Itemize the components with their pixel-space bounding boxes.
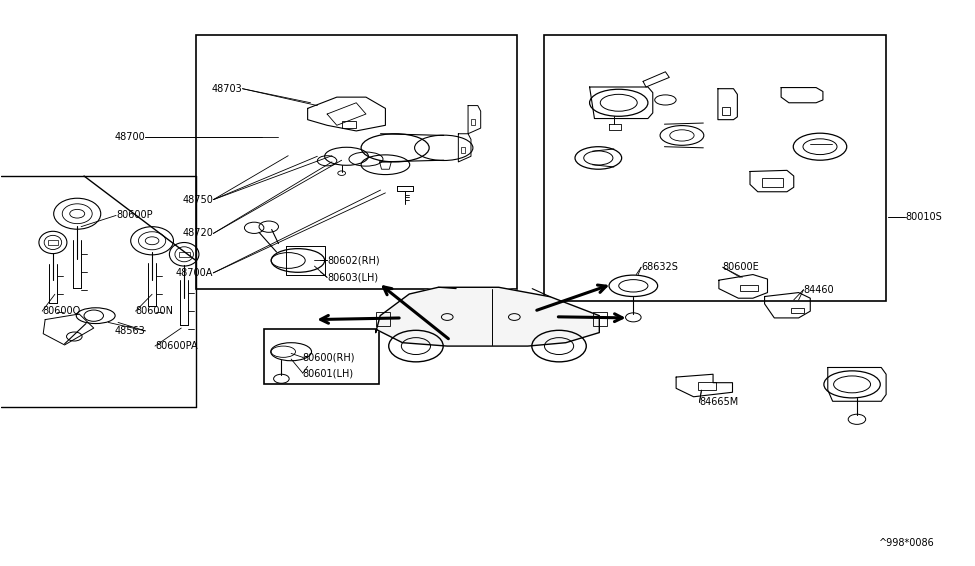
Bar [593, 312, 607, 326]
Text: 48700: 48700 [114, 131, 145, 142]
Text: 48700A: 48700A [176, 268, 214, 278]
Text: 80602(RH): 80602(RH) [327, 255, 379, 265]
Bar [341, 121, 356, 128]
Text: 80600N: 80600N [136, 306, 174, 316]
Text: 48750: 48750 [182, 195, 214, 205]
Text: 68632S: 68632S [642, 262, 678, 272]
Text: 80603(LH): 80603(LH) [327, 272, 378, 282]
Text: 84665M: 84665M [699, 397, 739, 408]
Bar [375, 312, 390, 326]
Bar [740, 285, 758, 291]
Text: 84460: 84460 [803, 285, 834, 295]
Bar [761, 178, 783, 187]
Text: 48720: 48720 [182, 229, 214, 238]
Bar [791, 308, 804, 314]
Text: 80600PA: 80600PA [155, 341, 198, 351]
Text: 80600Q: 80600Q [42, 306, 81, 316]
Bar [196, 35, 517, 289]
Text: ^998*0086: ^998*0086 [879, 538, 935, 548]
Bar [544, 35, 886, 301]
Text: 80010S: 80010S [906, 212, 942, 221]
Text: 80601(LH): 80601(LH) [303, 368, 354, 378]
Bar [264, 329, 378, 384]
Text: 48703: 48703 [212, 84, 243, 94]
Bar [48, 241, 58, 246]
Text: 80600E: 80600E [722, 262, 760, 272]
Bar [722, 107, 729, 115]
Bar [698, 382, 716, 390]
Polygon shape [375, 288, 600, 346]
Bar [178, 252, 190, 258]
Text: 80600(RH): 80600(RH) [303, 353, 355, 362]
Text: 80600P: 80600P [116, 211, 153, 220]
Bar [461, 147, 465, 153]
Bar [471, 118, 475, 125]
Text: 48563: 48563 [114, 326, 145, 336]
